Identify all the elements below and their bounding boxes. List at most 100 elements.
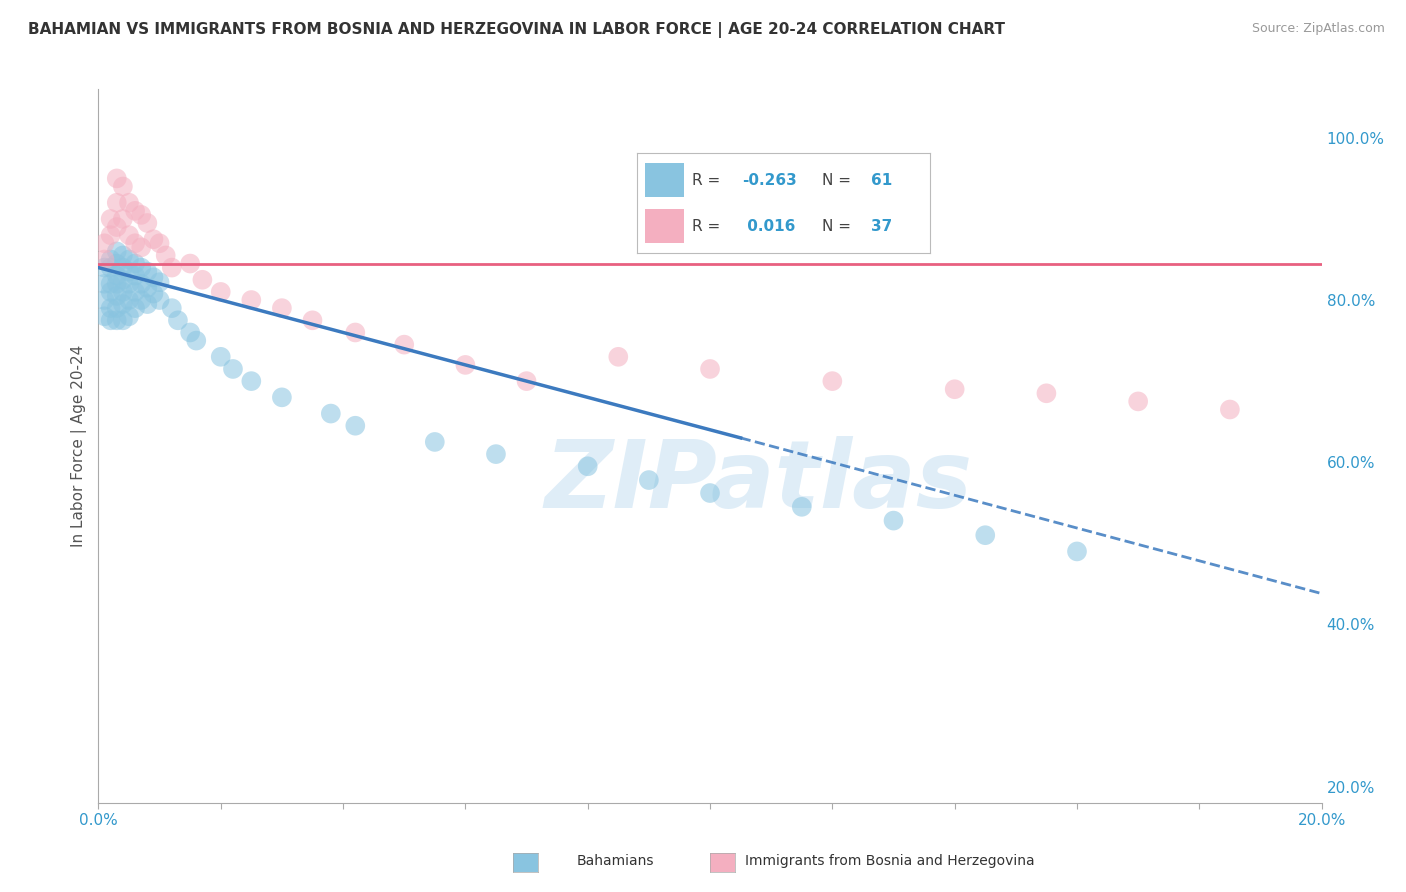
Text: 0.016: 0.016 <box>742 219 796 234</box>
Text: -0.263: -0.263 <box>742 173 797 188</box>
Text: Immigrants from Bosnia and Herzegovina: Immigrants from Bosnia and Herzegovina <box>745 854 1035 868</box>
Point <box>118 195 141 210</box>
Point <box>111 248 134 262</box>
Point <box>240 293 263 307</box>
Point <box>93 252 115 267</box>
Point <box>105 220 128 235</box>
Point <box>136 265 159 279</box>
Point <box>93 236 115 251</box>
Point <box>111 260 134 275</box>
Point <box>118 310 141 324</box>
Y-axis label: In Labor Force | Age 20-24: In Labor Force | Age 20-24 <box>72 345 87 547</box>
Point <box>124 203 146 218</box>
Point <box>105 301 128 315</box>
Point <box>883 514 905 528</box>
Point <box>105 277 128 291</box>
Text: Bahamians: Bahamians <box>576 854 654 868</box>
Point <box>270 390 292 404</box>
Point <box>485 447 508 461</box>
Point <box>142 286 165 301</box>
Point <box>105 289 128 303</box>
Point <box>100 228 122 243</box>
Bar <box>645 163 683 197</box>
Point <box>209 350 232 364</box>
Point <box>607 350 630 364</box>
Point <box>111 273 134 287</box>
Point <box>821 374 844 388</box>
Point <box>129 260 152 275</box>
Point <box>100 252 122 267</box>
Point <box>105 171 128 186</box>
Point <box>576 459 599 474</box>
Point <box>100 211 122 226</box>
Point <box>129 240 152 254</box>
Text: N =: N = <box>821 173 855 188</box>
Point <box>222 362 245 376</box>
Text: BAHAMIAN VS IMMIGRANTS FROM BOSNIA AND HERZEGOVINA IN LABOR FORCE | AGE 20-24 CO: BAHAMIAN VS IMMIGRANTS FROM BOSNIA AND H… <box>28 22 1005 38</box>
Point <box>155 248 177 262</box>
Point <box>790 500 813 514</box>
Point <box>118 228 141 243</box>
Point <box>699 486 721 500</box>
Point <box>301 313 323 327</box>
Point <box>1219 402 1241 417</box>
Point <box>344 418 367 433</box>
Point <box>270 301 292 315</box>
Point <box>124 285 146 299</box>
Point <box>142 232 165 246</box>
Point <box>118 293 141 307</box>
Point <box>105 313 128 327</box>
Point <box>637 473 661 487</box>
Point <box>1128 394 1150 409</box>
Point <box>111 179 134 194</box>
Point <box>100 260 122 275</box>
Point <box>93 293 115 307</box>
Point <box>319 407 342 421</box>
Point <box>124 256 146 270</box>
Point <box>167 313 190 327</box>
Point <box>118 265 141 279</box>
Point <box>105 256 128 270</box>
Point <box>100 277 122 291</box>
Point <box>149 275 172 289</box>
Point <box>344 326 367 340</box>
Point <box>100 301 122 315</box>
Bar <box>645 210 683 244</box>
Point <box>124 301 146 315</box>
Point <box>974 528 997 542</box>
Point <box>160 260 183 275</box>
Point <box>105 195 128 210</box>
Point <box>129 208 152 222</box>
Point <box>179 326 201 340</box>
Point <box>423 434 446 449</box>
Point <box>100 313 122 327</box>
Text: N =: N = <box>821 219 855 234</box>
Point <box>191 273 214 287</box>
Point <box>129 293 152 307</box>
Point <box>129 277 152 291</box>
Text: Source: ZipAtlas.com: Source: ZipAtlas.com <box>1251 22 1385 36</box>
Point <box>392 337 416 351</box>
Point <box>160 301 183 315</box>
Point <box>111 285 134 299</box>
Point <box>149 293 172 307</box>
Point <box>111 211 134 226</box>
Point <box>136 216 159 230</box>
Text: 37: 37 <box>872 219 893 234</box>
Point <box>699 362 721 376</box>
Point <box>118 277 141 291</box>
Point <box>149 236 172 251</box>
Point <box>943 382 966 396</box>
Point <box>111 297 134 311</box>
Point <box>142 270 165 285</box>
Point <box>209 285 232 299</box>
Point <box>124 236 146 251</box>
Point <box>240 374 263 388</box>
Point <box>105 244 128 259</box>
Text: R =: R = <box>692 219 725 234</box>
Point <box>105 268 128 283</box>
Point <box>136 297 159 311</box>
Point <box>516 374 538 388</box>
Point <box>1035 386 1057 401</box>
Point <box>93 260 115 275</box>
